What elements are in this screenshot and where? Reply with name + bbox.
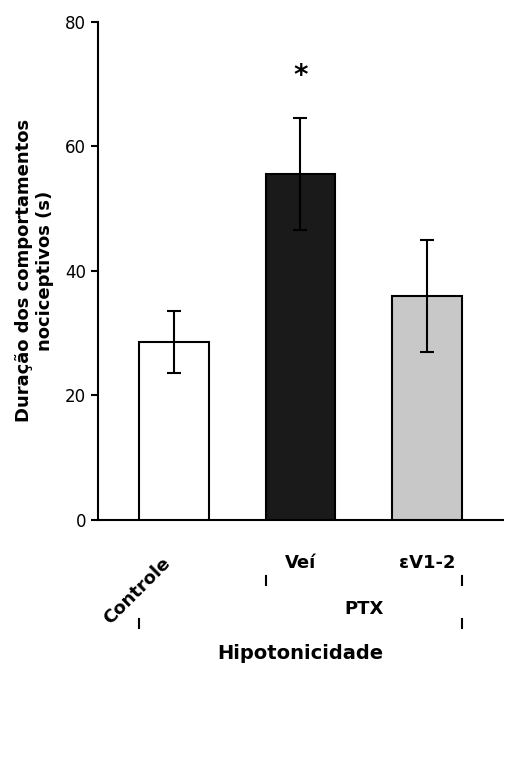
- Y-axis label: Duração dos comportamentos
nociceptivos (s): Duração dos comportamentos nociceptivos …: [15, 119, 54, 422]
- Text: εV1-2: εV1-2: [399, 554, 455, 572]
- Text: *: *: [293, 62, 308, 91]
- Text: Veí: Veí: [285, 554, 316, 572]
- Bar: [266, 174, 335, 520]
- Text: Hipotonicidade: Hipotonicidade: [218, 644, 383, 663]
- Text: Controle: Controle: [100, 554, 174, 628]
- Text: PTX: PTX: [344, 600, 383, 619]
- Bar: [139, 342, 209, 520]
- Bar: [392, 296, 462, 520]
